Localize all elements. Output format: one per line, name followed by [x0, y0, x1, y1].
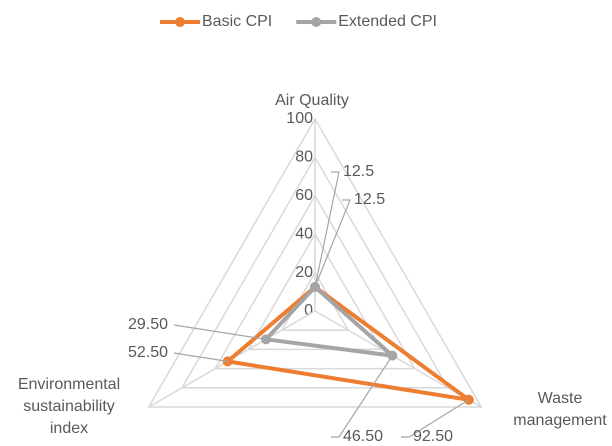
- legend-label: Basic CPI: [202, 13, 272, 30]
- data-label: 92.50: [413, 428, 453, 445]
- grid-line: [180, 155, 450, 389]
- leader-line: [173, 324, 267, 340]
- data-label: 29.50: [128, 316, 168, 333]
- r-tick-label: 20: [295, 264, 313, 281]
- leader-line: [331, 355, 393, 438]
- data-label: 12.5: [343, 163, 374, 180]
- r-tick-label: 0: [304, 302, 313, 319]
- category-label: Air Quality: [275, 92, 349, 109]
- series-line: [225, 285, 471, 402]
- leader-line: [173, 352, 228, 362]
- series-line: [263, 285, 395, 358]
- data-label: 46.50: [343, 428, 383, 445]
- leader-line: [401, 399, 470, 438]
- legend-marker: [311, 17, 322, 27]
- r-tick-label: 100: [286, 110, 313, 127]
- legend-marker: [175, 17, 185, 27]
- r-tick-label: 80: [295, 149, 313, 166]
- leader-line: [314, 199, 351, 288]
- grid-line: [147, 117, 483, 408]
- r-tick-label: 40: [295, 225, 313, 242]
- leader-line: [314, 171, 340, 288]
- data-label: 52.50: [128, 344, 168, 361]
- category-label: Waste management: [513, 390, 607, 429]
- category-label: Environmental sustainability index: [17, 376, 121, 437]
- legend-label: Extended CPI: [338, 13, 437, 30]
- grid-line: [213, 194, 417, 370]
- data-label: 12.5: [354, 191, 385, 208]
- grid-line: [247, 232, 383, 351]
- r-tick-label: 60: [295, 187, 313, 204]
